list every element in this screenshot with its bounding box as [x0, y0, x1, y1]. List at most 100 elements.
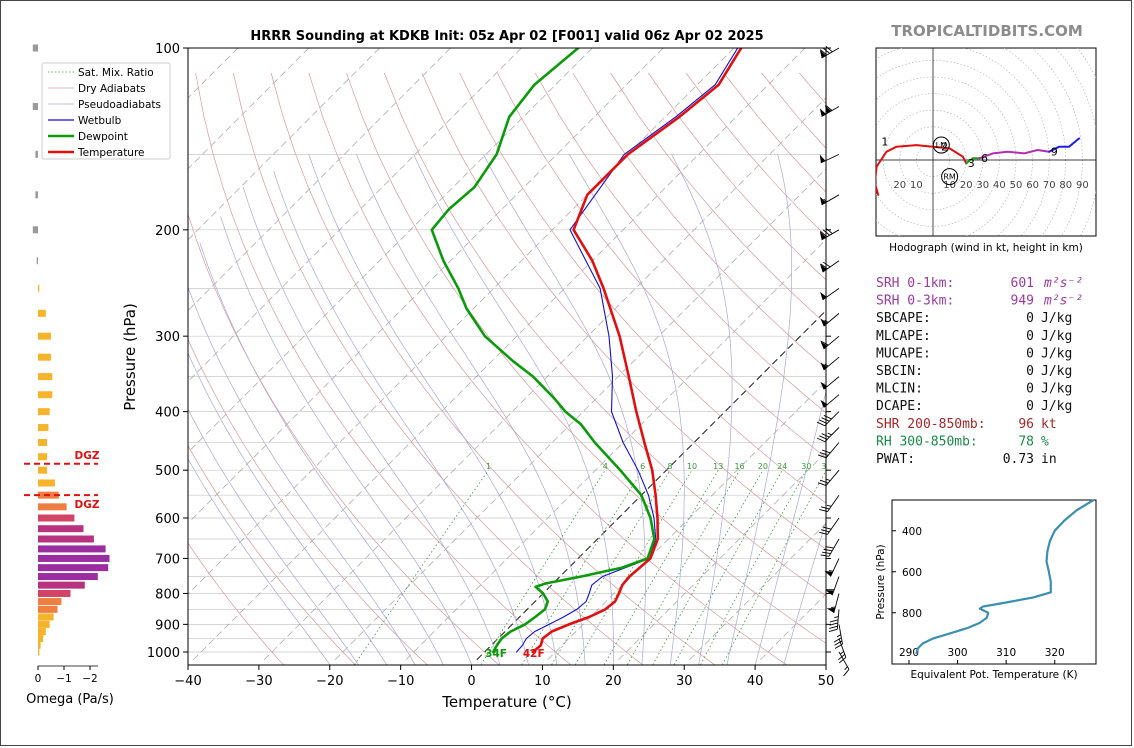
omega-bar — [38, 605, 58, 613]
barb-half — [831, 606, 836, 608]
omega-bar — [38, 309, 46, 317]
hodo-height-label: 1 — [881, 136, 888, 149]
omega-bar — [38, 466, 48, 474]
barb-full — [822, 229, 830, 236]
wind-barbs — [816, 46, 850, 677]
y-tick-label: 600 — [155, 512, 180, 527]
stat-value: 0 — [1026, 399, 1034, 414]
stat-label: MLCAPE: — [876, 329, 931, 344]
dry-adiabat — [195, 72, 572, 665]
barb-full — [822, 526, 832, 530]
thetae-plot: 290 300 310 320 400 600 800 — [892, 499, 1095, 664]
hodo-height-label: 3 — [968, 157, 975, 170]
hodo-ring-label: 80 — [1059, 180, 1072, 191]
stat-value: 601 — [1011, 276, 1034, 291]
x-tick-label: 10 — [534, 674, 551, 689]
wind-barb — [820, 538, 840, 557]
omega-bar — [38, 581, 85, 589]
hodo-ring-label: 90 — [1076, 180, 1089, 191]
barb-staff — [838, 624, 843, 645]
dry-adiabat — [572, 72, 826, 369]
thetae-x-tick-label: 300 — [948, 647, 968, 659]
omega-bar — [32, 226, 38, 234]
hodo-trace — [965, 157, 981, 165]
barb-full — [821, 433, 830, 438]
omega-bar — [38, 284, 40, 292]
barb-half — [826, 478, 831, 482]
thetae-x-tick-label: 310 — [996, 647, 1016, 659]
omega-bar — [38, 620, 50, 628]
hodo-height-label: 9 — [1051, 145, 1058, 158]
y-tick-label: 100 — [155, 42, 180, 57]
dry-adiabat — [188, 444, 356, 665]
stat-value: 0.73 — [1003, 452, 1034, 467]
barb-full — [816, 437, 826, 443]
barb-full — [825, 546, 834, 549]
omega-xlabel: Omega (Pa/s) — [26, 692, 114, 707]
stat-unit: % — [1041, 434, 1049, 449]
brand-watermark: TROPICALTIDBITS.COM — [891, 22, 1083, 40]
storm-motion-marker — [932, 136, 950, 154]
barb-staff — [825, 469, 840, 486]
barb-full — [822, 261, 831, 268]
skewt-legend: Sat. Mix. Ratio Dry Adiabats Pseudoadiabat… — [41, 62, 171, 160]
thetae-x-tick-label: 290 — [899, 647, 919, 659]
omega-bar — [38, 545, 106, 553]
dgz-label: DGZ — [75, 450, 100, 462]
y-tick-label: 200 — [155, 224, 180, 239]
barb-full — [825, 589, 835, 591]
thetae-y-tick-label: 400 — [902, 526, 922, 538]
barb-full — [819, 231, 828, 238]
thetae-ylabel: Pressure (hPa) — [875, 544, 887, 619]
omega-bar — [38, 391, 53, 399]
stat-unit: m²s⁻² — [1043, 276, 1083, 291]
isotherm — [188, 48, 664, 524]
stat-value: 0 — [1026, 311, 1034, 326]
stat-label: PWAT: — [876, 452, 915, 467]
omega-bar — [38, 554, 110, 562]
barb-full — [819, 419, 828, 424]
barb-full — [822, 47, 830, 54]
wind-barb — [819, 494, 840, 513]
legend-label: Pseudoadiabats — [78, 99, 161, 111]
barb-flag — [820, 399, 828, 408]
pseudoadiabat — [754, 390, 826, 665]
barb-staff — [823, 356, 840, 371]
wind-barb — [820, 313, 840, 327]
stat-unit: J/kg — [1041, 399, 1072, 414]
hodo-ring-label: 20 — [960, 180, 973, 191]
stat-value: 0 — [1026, 364, 1034, 379]
dry-adiabat — [761, 72, 826, 149]
wind-barb — [817, 442, 840, 459]
hodo-trace — [1048, 137, 1081, 153]
skewt-axes-frame — [187, 47, 827, 666]
omega-bar — [32, 103, 38, 111]
omega-bar — [38, 479, 55, 487]
omega-bar — [38, 453, 48, 461]
wind-barb — [816, 411, 840, 427]
barb-full — [820, 506, 830, 510]
thetae-frame — [891, 499, 1097, 665]
isotherm — [618, 451, 826, 661]
pseudoadiabat — [483, 154, 646, 665]
barb-staff — [838, 651, 850, 670]
skewt-axes: −40 −30 −20 −10 0 10 20 30 40 50 100 200 300 400 500 60… — [147, 42, 834, 689]
mixing-ratio-label: 6 — [640, 462, 645, 471]
stat-label: MLCIN: — [876, 382, 923, 397]
omega-bar — [38, 353, 51, 361]
omega-tick-label: −2 — [82, 673, 97, 685]
legend-label: Wetbulb — [78, 115, 122, 127]
stat-value: 96 — [1018, 417, 1034, 432]
hodo-ring-label: 40 — [993, 180, 1006, 191]
barb-staff — [831, 576, 840, 596]
stat-label: SBCIN: — [876, 364, 923, 379]
dry-adiabat — [188, 212, 500, 665]
stat-value: 0 — [1026, 346, 1034, 361]
omega-bar — [38, 589, 71, 597]
skewt-background-lines — [188, 48, 826, 665]
pseudoadiabat — [356, 154, 586, 665]
barb-full — [819, 49, 828, 56]
mixing-ratio-label: 13 — [713, 462, 723, 471]
